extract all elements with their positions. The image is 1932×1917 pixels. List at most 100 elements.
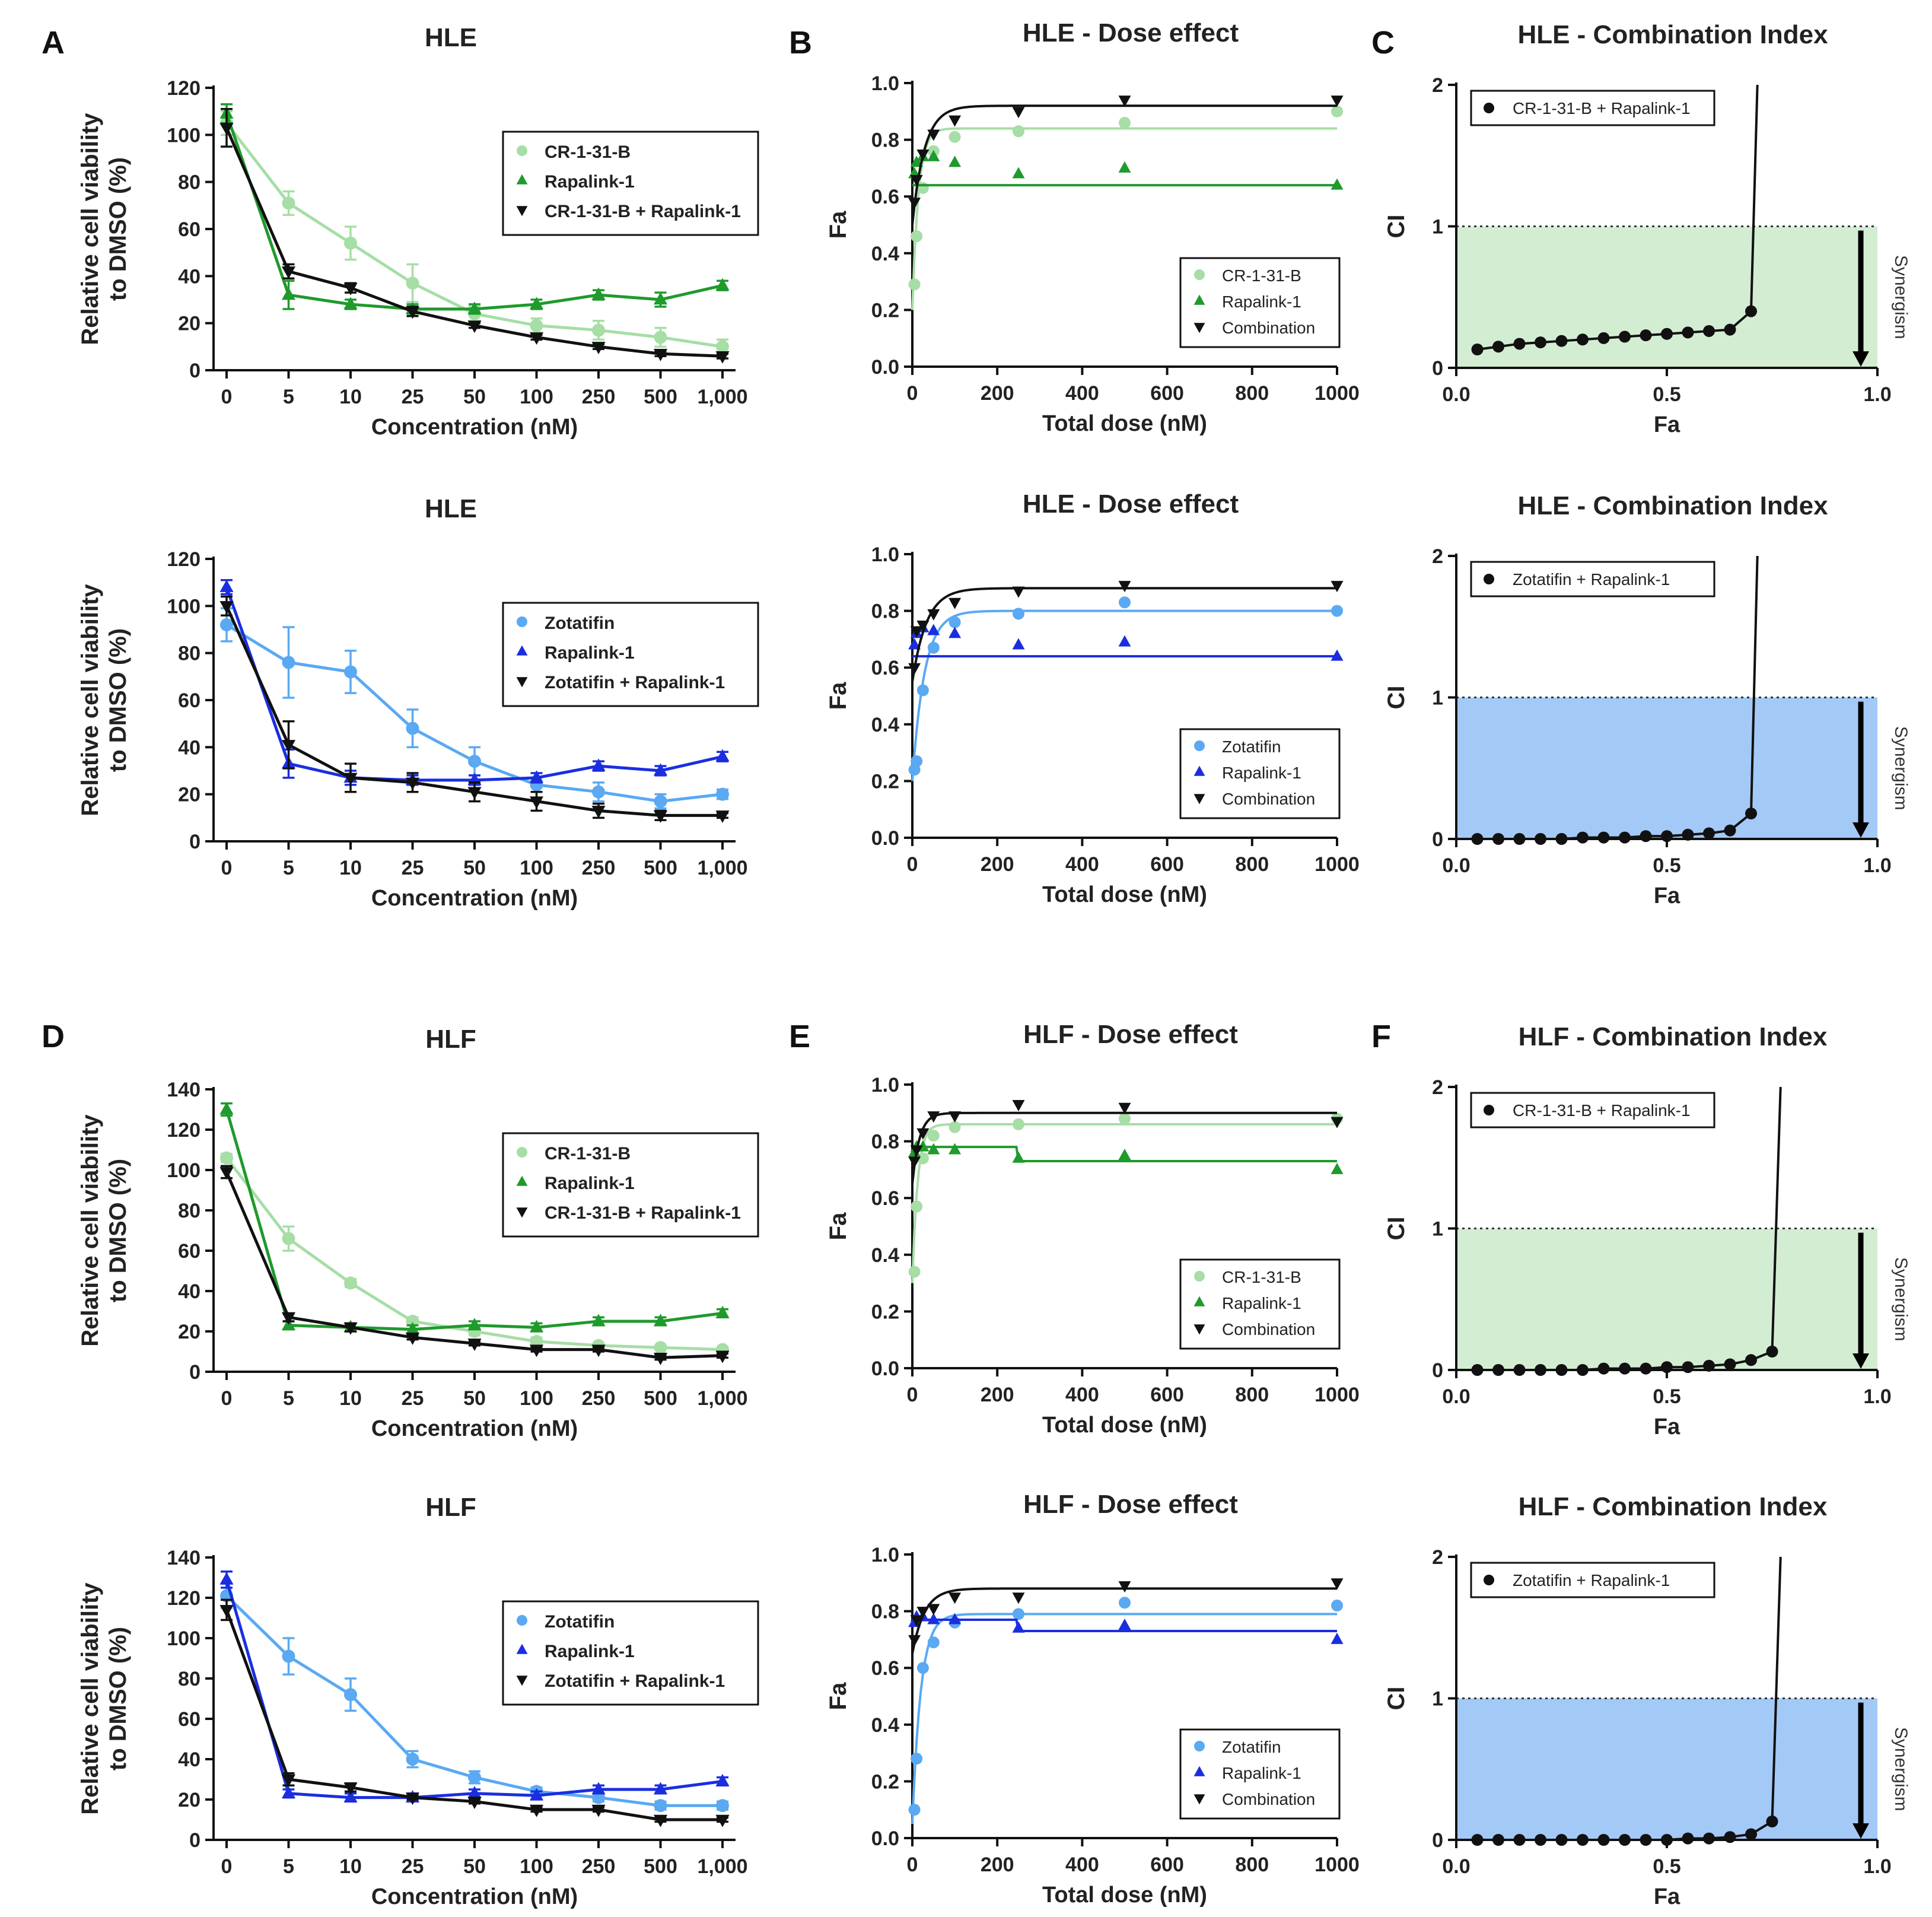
x-tick-label: 50 — [463, 386, 486, 408]
x-tick-label: 1000 — [1314, 1854, 1360, 1876]
data-point — [592, 785, 605, 799]
y-axis-label-line2: to DMSO (%) — [105, 1159, 131, 1302]
y-tick-label: 0.4 — [871, 1244, 899, 1267]
legend-label: Combination — [1222, 319, 1315, 337]
data-point — [467, 1318, 482, 1331]
data-point — [908, 1156, 921, 1168]
data-point — [916, 150, 930, 161]
x-tick-label: 0.5 — [1653, 1855, 1680, 1878]
panel-letter-f: F — [1371, 1019, 1391, 1054]
synergism-arrow-head — [1853, 822, 1869, 838]
data-point — [1012, 1151, 1025, 1163]
data-point — [591, 1314, 606, 1327]
data-point — [281, 1312, 296, 1325]
x-tick-label: 800 — [1235, 382, 1269, 405]
synergy-region — [1456, 697, 1877, 839]
legend-box — [1470, 561, 1715, 597]
data-point — [1745, 1354, 1757, 1366]
data-point — [653, 763, 668, 776]
legend-marker — [1193, 1794, 1205, 1805]
data-point — [715, 810, 730, 824]
legend-marker — [1193, 323, 1205, 333]
data-point — [908, 638, 921, 650]
data-point — [1597, 332, 1610, 344]
y-tick-label: 20 — [178, 1789, 200, 1811]
x-tick-label: 100 — [520, 857, 553, 879]
legend-box — [1179, 257, 1341, 348]
data-point — [219, 1605, 234, 1618]
y-tick-label: 2 — [1432, 1546, 1443, 1569]
y-axis-label-line2: to DMSO (%) — [105, 1627, 131, 1770]
series-cr-1-31-b-rapalink-1 — [1471, 84, 1759, 355]
data-point — [1012, 1621, 1025, 1633]
data-point — [1331, 1117, 1344, 1128]
data-point — [1118, 161, 1131, 173]
synergism-label: Synergism — [1891, 255, 1911, 339]
legend: Zotatifin + Rapalink-1 — [1470, 1562, 1715, 1598]
data-point — [1012, 167, 1025, 179]
data-point — [1640, 329, 1652, 342]
x-axis-label: Total dose (nM) — [1042, 1883, 1207, 1908]
x-tick-label: 5 — [283, 386, 294, 408]
data-point — [1513, 1834, 1526, 1846]
x-tick-label: 10 — [339, 1855, 362, 1878]
chart-title: HLF - Dose effect — [1023, 1020, 1238, 1049]
chart-b1: HLE - Dose effect 0.0 0.2 0.4 0.6 0.8 1.0 0 200 4… — [825, 18, 1360, 436]
legend-box — [1179, 1728, 1341, 1820]
data-point — [908, 1635, 921, 1646]
legend-marker — [1194, 269, 1205, 280]
data-point — [1661, 1834, 1673, 1846]
data-point — [715, 278, 730, 291]
y-axis-label-line1: Relative cell viability — [77, 113, 103, 345]
data-point — [1535, 1834, 1546, 1846]
legend-label: Zotatifin + Rapalink-1 — [1513, 570, 1670, 589]
data-point — [1597, 831, 1610, 844]
chart-title: HLE — [425, 23, 477, 52]
x-tick-label: 1000 — [1314, 853, 1360, 876]
panel-letter-b: B — [789, 25, 812, 61]
x-tick-label: 200 — [981, 1854, 1014, 1876]
x-tick-label: 0 — [221, 857, 233, 879]
chart-title: HLE - Combination Index — [1517, 491, 1828, 520]
legend-marker — [1193, 294, 1205, 305]
data-point — [405, 1792, 420, 1805]
x-tick-label: 25 — [402, 386, 424, 408]
data-point — [910, 1615, 923, 1627]
x-tick-label: 0.5 — [1653, 854, 1680, 877]
data-point — [653, 1314, 668, 1327]
x-tick-label: 1000 — [1314, 382, 1360, 405]
data-point — [910, 1145, 923, 1157]
y-tick-label: 0.4 — [871, 714, 899, 736]
data-point — [715, 1350, 730, 1363]
data-point — [219, 601, 234, 613]
data-point — [591, 1782, 606, 1795]
legend: CR-1-31-B + Rapalink-1 — [1470, 1092, 1715, 1128]
data-point — [1724, 1831, 1736, 1843]
data-point — [1331, 581, 1344, 593]
data-point — [908, 1266, 921, 1278]
data-point — [529, 1804, 544, 1817]
data-point — [219, 123, 234, 136]
legend-marker — [1193, 1296, 1205, 1306]
x-tick-label: 0 — [907, 853, 918, 876]
legend-label: Rapalink-1 — [1222, 293, 1301, 311]
data-point — [715, 1773, 730, 1786]
data-point — [927, 609, 940, 621]
series-zotatifin — [908, 596, 1343, 781]
data-point — [1724, 323, 1736, 336]
data-point — [1471, 1834, 1484, 1846]
data-point — [343, 297, 358, 310]
data-point — [916, 182, 929, 194]
y-tick-label: 0 — [189, 831, 200, 853]
data-point — [653, 348, 668, 361]
data-point — [1555, 833, 1568, 845]
chart-c2: HLE - Combination Index Synergism 0 1 2 0.0 0.… — [1383, 491, 1911, 908]
data-point — [1119, 1112, 1131, 1125]
data-point — [1682, 326, 1694, 339]
data-point — [281, 740, 296, 753]
x-tick-label: 0 — [907, 382, 918, 405]
data-point — [1331, 649, 1344, 661]
y-axis-label: Fa — [825, 211, 851, 239]
y-tick-label: 60 — [178, 218, 200, 241]
x-tick-label: 1000 — [1314, 1384, 1360, 1406]
